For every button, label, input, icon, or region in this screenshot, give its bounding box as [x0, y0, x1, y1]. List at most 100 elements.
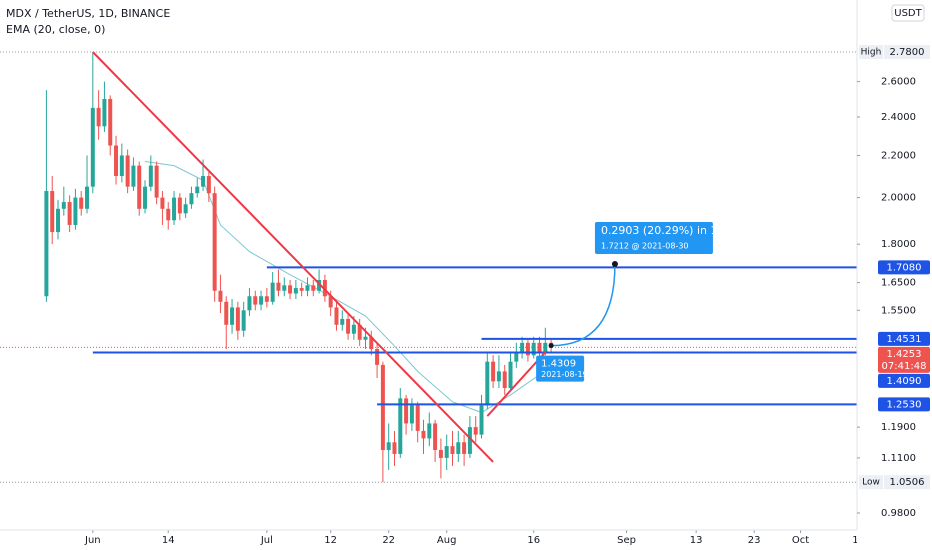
candle-body [143, 186, 148, 209]
y-tick-label: 1.1100 [881, 453, 916, 464]
candle-body [386, 442, 391, 451]
candle-body [340, 318, 345, 325]
currency-box [891, 4, 925, 22]
candle-body [79, 197, 84, 209]
price-label-box [878, 346, 930, 373]
candle-body [96, 107, 101, 127]
y-tick-label: 2.4000 [881, 112, 916, 123]
candle-body [438, 450, 443, 458]
price-axis [857, 0, 932, 550]
candle-body [264, 296, 269, 302]
candle-body [189, 193, 194, 205]
symbol-title: MDX / TetherUS, 1D, BINANCE [6, 7, 170, 20]
extreme-tag: Low [862, 478, 880, 488]
candle-body [479, 405, 484, 435]
x-tick-label: 14 [162, 535, 175, 546]
extreme-value: 1.0506 [890, 477, 925, 488]
y-tick-label: 1.1900 [881, 422, 916, 433]
candle-body [543, 342, 548, 353]
y-tick-label: 1.8000 [881, 239, 916, 250]
candle-body [177, 197, 182, 214]
candle-body [247, 296, 252, 311]
candle-body [119, 155, 124, 177]
candle-body [293, 288, 298, 294]
candle-body [496, 371, 501, 382]
candle-body [131, 165, 136, 187]
candle-body [253, 296, 258, 305]
candle-body [137, 165, 142, 209]
ema-line [144, 161, 540, 414]
start-price: 1.4309 [541, 359, 576, 370]
y-tick-label: 1.5500 [881, 305, 916, 316]
candle-body [56, 208, 61, 233]
y-tick-label: 0.9800 [881, 508, 916, 519]
candle-body [462, 442, 467, 454]
extreme-tag: High [861, 48, 882, 58]
candle-body [456, 442, 461, 454]
trend-line [486, 351, 547, 417]
candle-body [212, 193, 217, 291]
candle-body [433, 423, 438, 451]
candle-body [148, 165, 153, 187]
y-tick-label: 1.6500 [881, 278, 916, 289]
extreme-value-box [884, 45, 930, 60]
candle-body [311, 285, 316, 291]
candle-body [282, 285, 287, 291]
candle-body [357, 324, 362, 340]
currency: USDT [894, 8, 922, 19]
price-label: 1.2530 [887, 399, 922, 410]
y-tick-label: 2.2000 [881, 150, 916, 161]
candle-body [67, 202, 72, 225]
candle-body [363, 336, 368, 340]
trend-line [92, 51, 494, 463]
x-tick-label: 22 [382, 535, 395, 546]
x-tick-label: Oct [792, 535, 809, 546]
x-tick-label: 12 [324, 535, 337, 546]
candle-body [299, 288, 304, 291]
candle-body [485, 361, 490, 406]
candle-body [369, 336, 374, 350]
projection-text: 0.2903 (20.29%) in 11d [601, 224, 732, 237]
price-label-box [878, 373, 930, 388]
candle-body [102, 98, 107, 127]
candle-body [351, 324, 356, 334]
extreme-tag-box [859, 45, 883, 60]
price-label: 1.4090 [887, 376, 922, 387]
candle-body [502, 371, 507, 389]
candle-body [44, 191, 49, 297]
candle-body [218, 290, 223, 302]
candle-body [172, 197, 177, 221]
price-label: 1.4253 [887, 349, 922, 360]
indicator-legend: EMA (20, close, 0) [6, 23, 105, 36]
candle-body [346, 318, 351, 334]
projection-end [611, 260, 618, 267]
candle-body [491, 361, 496, 382]
price-label: 1.7080 [887, 262, 922, 273]
candle-body [514, 352, 519, 362]
candle-body [160, 197, 165, 209]
candle-body [166, 208, 171, 221]
candle-body [201, 176, 206, 187]
candle-body [195, 186, 200, 194]
plot [0, 51, 857, 483]
candle-body [375, 349, 380, 365]
x-tick-label: Jul [260, 535, 273, 546]
start-date: 2021-08-19 [541, 370, 588, 379]
candle-body [409, 405, 414, 424]
candle-body [108, 98, 113, 146]
candle-body [73, 197, 78, 225]
candle-body [305, 285, 310, 291]
candle-body [61, 202, 66, 209]
extreme-tag-box [859, 475, 883, 490]
candle-body [85, 186, 90, 209]
candle-body [90, 107, 95, 187]
candle-body [392, 442, 397, 454]
candle-body [398, 398, 403, 454]
price-label-box [878, 331, 930, 346]
candle-body [520, 342, 525, 353]
candle-body [114, 145, 119, 177]
candle-body [427, 423, 432, 439]
candle-body [276, 282, 281, 291]
start-box [536, 355, 585, 382]
